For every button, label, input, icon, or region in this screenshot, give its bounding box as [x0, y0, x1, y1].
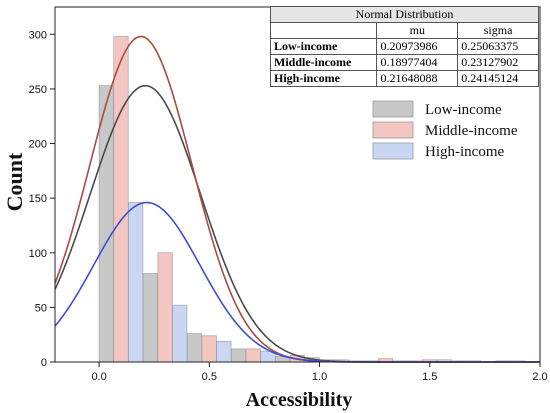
x-tick-label: 1.0	[312, 371, 327, 383]
bar-low-income	[186, 333, 202, 363]
y-tick-label: 0	[41, 357, 47, 369]
table-row-label: Low-income	[269, 38, 378, 55]
legend-label: Middle-income	[425, 123, 518, 139]
table-cell-mu: 0.21648088	[376, 70, 459, 87]
y-tick-label: 200	[29, 139, 47, 151]
table-row: High-income 0.21648088 0.24145124	[269, 70, 539, 87]
bar-middle-income	[113, 36, 129, 363]
table-cell-sigma: 0.23127902	[457, 54, 539, 71]
legend-swatch-middle-income	[372, 121, 414, 139]
y-axis-label: Count	[2, 152, 27, 211]
y-tick-label: 300	[29, 29, 47, 41]
axes-group: 0.0 0.5 1.0 1.5 2.0 0 50 100 150 200 250 300	[29, 6, 548, 383]
table-row: Middle-income 0.18977404 0.23127902	[269, 54, 539, 71]
bar-middle-income	[157, 252, 173, 363]
table-title: Normal Distribution	[270, 6, 539, 23]
table-cell-sigma: 0.25063375	[457, 38, 539, 55]
bar-middle-income	[245, 348, 261, 363]
bars-group	[98, 36, 526, 363]
bar-middle-income	[201, 335, 217, 363]
legend-label: High-income	[425, 144, 504, 160]
table-corner	[269, 22, 378, 39]
table-row-label: High-income	[269, 70, 378, 87]
table-row-label: Middle-income	[269, 54, 378, 71]
bar-low-income	[231, 348, 247, 363]
bar-high-income	[172, 304, 188, 363]
table-header-sigma: sigma	[457, 22, 539, 39]
y-tick-label: 250	[29, 84, 47, 96]
legend-swatch-high-income	[372, 142, 414, 160]
legend: Low-income Middle-income High-income	[372, 100, 518, 160]
legend-label: Low-income	[425, 102, 502, 118]
bar-high-income	[216, 340, 232, 363]
y-tick-label: 150	[29, 193, 47, 205]
normal-distribution-table: Normal Distribution mu sigma Low-income …	[269, 6, 539, 87]
table-row: Low-income 0.20973986 0.25063375	[269, 38, 539, 55]
table-cell-mu: 0.18977404	[376, 54, 459, 71]
table-cell-mu: 0.20973986	[376, 38, 459, 55]
legend-swatch-low-income	[372, 100, 414, 118]
y-tick-label: 50	[35, 302, 47, 314]
bar-low-income	[98, 85, 114, 363]
bar-low-income	[142, 273, 158, 363]
bar-high-income	[128, 202, 144, 363]
table-header-mu: mu	[376, 22, 459, 39]
x-axis-label: Accessibility	[246, 389, 353, 411]
x-tick-label: 0.0	[91, 371, 106, 383]
x-tick-label: 1.5	[422, 371, 437, 383]
x-tick-label: 0.5	[202, 371, 217, 383]
table-cell-sigma: 0.24145124	[457, 70, 539, 87]
y-tick-label: 100	[29, 248, 47, 260]
x-tick-label: 2.0	[532, 371, 547, 383]
